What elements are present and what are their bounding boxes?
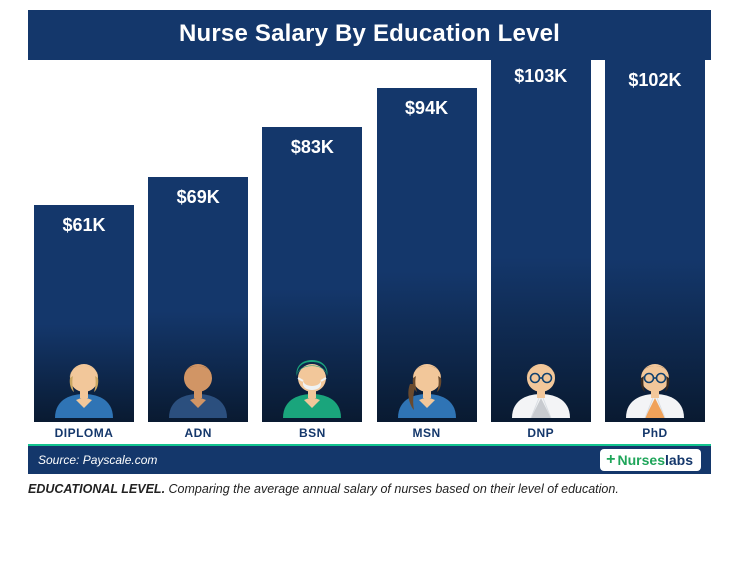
nurse-avatar-icon — [163, 354, 233, 418]
infographic-frame: Nurse Salary By Education Level $61K DIP… — [0, 0, 739, 569]
caption-lead: EDUCATIONAL LEVEL. — [28, 482, 165, 496]
nurse-avatar-icon — [620, 354, 690, 418]
nurse-avatar-icon — [506, 354, 576, 418]
bar-label: ADN — [184, 426, 212, 440]
bar: $69K — [148, 177, 248, 422]
bar: $103K — [491, 56, 591, 422]
brand-badge: + Nurseslabs — [600, 449, 701, 471]
bar-value: $102K — [628, 70, 681, 91]
brand-plus-icon: + — [606, 451, 615, 469]
bar-column: $61K DIPLOMA — [34, 205, 134, 440]
bar-label: DNP — [527, 426, 554, 440]
bar-value: $103K — [514, 66, 567, 87]
bar-column: $94K MSN — [377, 88, 477, 440]
bar: $102K — [605, 60, 705, 422]
title-bar: Nurse Salary By Education Level — [28, 10, 711, 60]
nurse-avatar-icon — [277, 354, 347, 418]
chart-area: $61K DIPLOMA $69K ADN $83K BSN $94K MSN … — [28, 74, 711, 474]
bar: $94K — [377, 88, 477, 422]
bar-column: $102K PhD — [605, 60, 705, 440]
bar-column: $69K ADN — [148, 177, 248, 440]
bar: $61K — [34, 205, 134, 422]
brand-part2: labs — [665, 451, 693, 469]
bar-value: $94K — [405, 98, 448, 119]
nurse-avatar-icon — [49, 354, 119, 418]
bar-label: DIPLOMA — [55, 426, 114, 440]
bar-value: $61K — [62, 215, 105, 236]
bar-value: $69K — [177, 187, 220, 208]
bar-label: MSN — [412, 426, 440, 440]
bar-column: $83K BSN — [262, 127, 362, 440]
source-label: Source: Payscale.com — [38, 453, 157, 467]
bar: $83K — [262, 127, 362, 422]
bar-value: $83K — [291, 137, 334, 158]
bar-column: $103K DNP — [491, 56, 591, 440]
caption: EDUCATIONAL LEVEL. Comparing the average… — [28, 482, 711, 496]
caption-text: Comparing the average annual salary of n… — [169, 482, 619, 496]
bar-group: $61K DIPLOMA $69K ADN $83K BSN $94K MSN … — [28, 74, 711, 440]
bar-label: BSN — [299, 426, 326, 440]
nurse-avatar-icon — [392, 354, 462, 418]
brand-part1: Nurses — [618, 451, 665, 469]
footer-bar: Source: Payscale.com + Nurseslabs — [28, 444, 711, 474]
bar-label: PhD — [642, 426, 668, 440]
title-text: Nurse Salary By Education Level — [179, 20, 560, 47]
